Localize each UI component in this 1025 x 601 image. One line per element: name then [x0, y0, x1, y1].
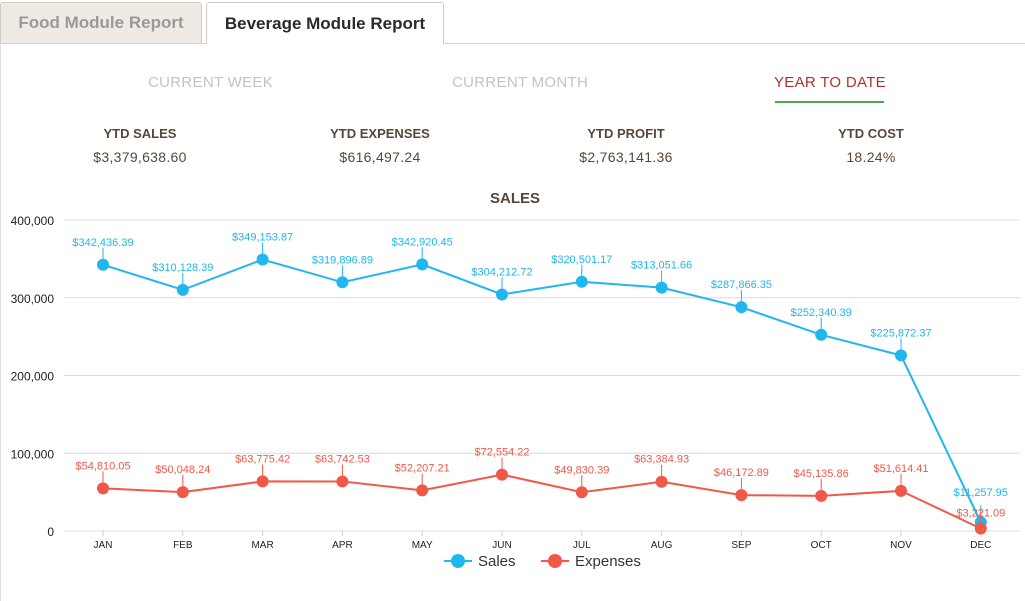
- data-label-sales: $310,128.39: [152, 262, 213, 274]
- data-label-sales: $349,153.87: [232, 232, 293, 244]
- data-point-expenses: [655, 475, 668, 488]
- data-label-expenses: $3,221.09: [956, 507, 1005, 519]
- data-label-expenses: $63,384.93: [634, 454, 689, 466]
- data-point-sales: [496, 288, 508, 301]
- data-label-expenses: $52,207.21: [395, 462, 450, 474]
- stat-label: YTD EXPENSES: [330, 126, 430, 141]
- data-point-sales: [815, 328, 828, 341]
- y-tick-label: 300,000: [11, 292, 55, 306]
- data-point-expenses: [496, 468, 508, 481]
- data-point-expenses: [575, 486, 588, 499]
- data-label-sales: $287,866.35: [711, 279, 772, 291]
- data-point-sales: [336, 276, 349, 289]
- y-tick-label: 0: [47, 525, 54, 539]
- x-tick-label: JAN: [94, 540, 113, 551]
- data-label-sales: $342,436.39: [72, 237, 133, 249]
- legend-marker: [548, 554, 562, 568]
- stat-ytd-profit: YTD PROFIT $2,763,141.36: [526, 126, 726, 165]
- data-label-expenses: $63,742.53: [315, 453, 370, 465]
- y-tick-label: 200,000: [11, 370, 55, 384]
- data-point-sales: [735, 301, 748, 314]
- x-tick-label: MAR: [251, 540, 273, 551]
- data-label-sales: $11,257.95: [954, 487, 1008, 499]
- period-current-month[interactable]: CURRENT MONTH: [452, 74, 589, 91]
- legend-label: Sales: [478, 553, 516, 570]
- y-tick-label: 100,000: [11, 447, 55, 461]
- data-label-sales: $225,872.37: [870, 327, 931, 339]
- data-label-expenses: $72,554.22: [474, 447, 529, 459]
- data-point-expenses: [256, 475, 269, 488]
- stat-ytd-expenses: YTD EXPENSES $616,497.24: [280, 126, 480, 165]
- x-tick-label: JUL: [573, 540, 591, 551]
- data-label-sales: $319,896.89: [312, 254, 373, 266]
- data-point-expenses: [336, 475, 349, 488]
- data-label-expenses: $45,135.86: [794, 468, 849, 480]
- stat-value: 18.24%: [846, 149, 896, 165]
- x-tick-label: AUG: [651, 540, 673, 551]
- data-label-expenses: $54,810.05: [75, 460, 130, 472]
- series-line-expenses: [102, 473, 982, 530]
- data-point-sales: [575, 275, 588, 288]
- data-label-expenses: $49,830.39: [554, 464, 609, 476]
- stat-value: $2,763,141.36: [579, 149, 673, 165]
- stat-value: $616,497.24: [339, 149, 421, 165]
- x-tick-label: SEP: [731, 540, 751, 551]
- x-tick-label: MAY: [412, 540, 433, 551]
- data-point-expenses: [974, 522, 987, 535]
- y-tick-label: 400,000: [11, 214, 55, 228]
- data-label-sales: $320,501.17: [551, 254, 612, 266]
- tab-beverage-module-report[interactable]: Beverage Module Report: [206, 2, 444, 44]
- legend-marker: [451, 554, 465, 568]
- sales-line-chart: SALES 0 100,000 200,000 300,000 400,000 JAN FEB…: [11, 190, 1020, 570]
- data-point-expenses: [97, 482, 109, 495]
- x-tick-label: APR: [332, 540, 353, 551]
- chart-title: SALES: [490, 190, 540, 207]
- data-point-sales: [416, 258, 429, 271]
- data-point-expenses: [895, 484, 907, 497]
- stat-label: YTD SALES: [103, 126, 177, 141]
- panel-border: [0, 43, 1, 601]
- x-tick-label: FEB: [173, 540, 193, 551]
- x-tick-label: NOV: [890, 540, 912, 551]
- x-tick-label: JUN: [492, 540, 511, 551]
- stat-label: YTD PROFIT: [587, 126, 665, 141]
- module-tab-bar: Food Module Report Beverage Module Repor…: [0, 0, 1025, 44]
- data-label-expenses: $51,614.41: [873, 463, 928, 475]
- data-label-expenses: $46,172.89: [714, 467, 769, 479]
- series-line-sales: [102, 258, 982, 523]
- stat-ytd-sales: YTD SALES $3,379,638.60: [40, 126, 240, 165]
- stat-label: YTD COST: [838, 126, 904, 141]
- legend-label: Expenses: [575, 553, 641, 570]
- data-point-sales: [256, 253, 269, 266]
- data-point-expenses: [735, 489, 748, 502]
- x-tick-label: DEC: [970, 540, 991, 551]
- stat-ytd-cost: YTD COST 18.24%: [771, 126, 971, 165]
- data-label-sales: $342,920.45: [392, 236, 453, 248]
- period-year-to-date[interactable]: YEAR TO DATE: [774, 74, 886, 91]
- x-tick-label: OCT: [811, 540, 832, 551]
- data-label-sales: $313,051.66: [631, 260, 692, 272]
- data-point-sales: [655, 281, 668, 294]
- data-point-sales: [176, 283, 189, 296]
- data-point-sales: [97, 258, 109, 271]
- data-point-expenses: [176, 486, 189, 499]
- stat-value: $3,379,638.60: [93, 149, 187, 165]
- active-period-underline: [775, 101, 884, 103]
- data-label-sales: $252,340.39: [791, 307, 852, 319]
- data-point-sales: [895, 349, 907, 362]
- data-label-expenses: $63,775.42: [235, 453, 290, 465]
- tab-food-module-report[interactable]: Food Module Report: [0, 2, 202, 43]
- data-point-expenses: [815, 489, 828, 502]
- data-point-expenses: [416, 484, 429, 497]
- data-label-expenses: $50,048.24: [155, 464, 210, 476]
- data-label-sales: $304,212.72: [471, 266, 532, 278]
- period-current-week[interactable]: CURRENT WEEK: [148, 74, 273, 91]
